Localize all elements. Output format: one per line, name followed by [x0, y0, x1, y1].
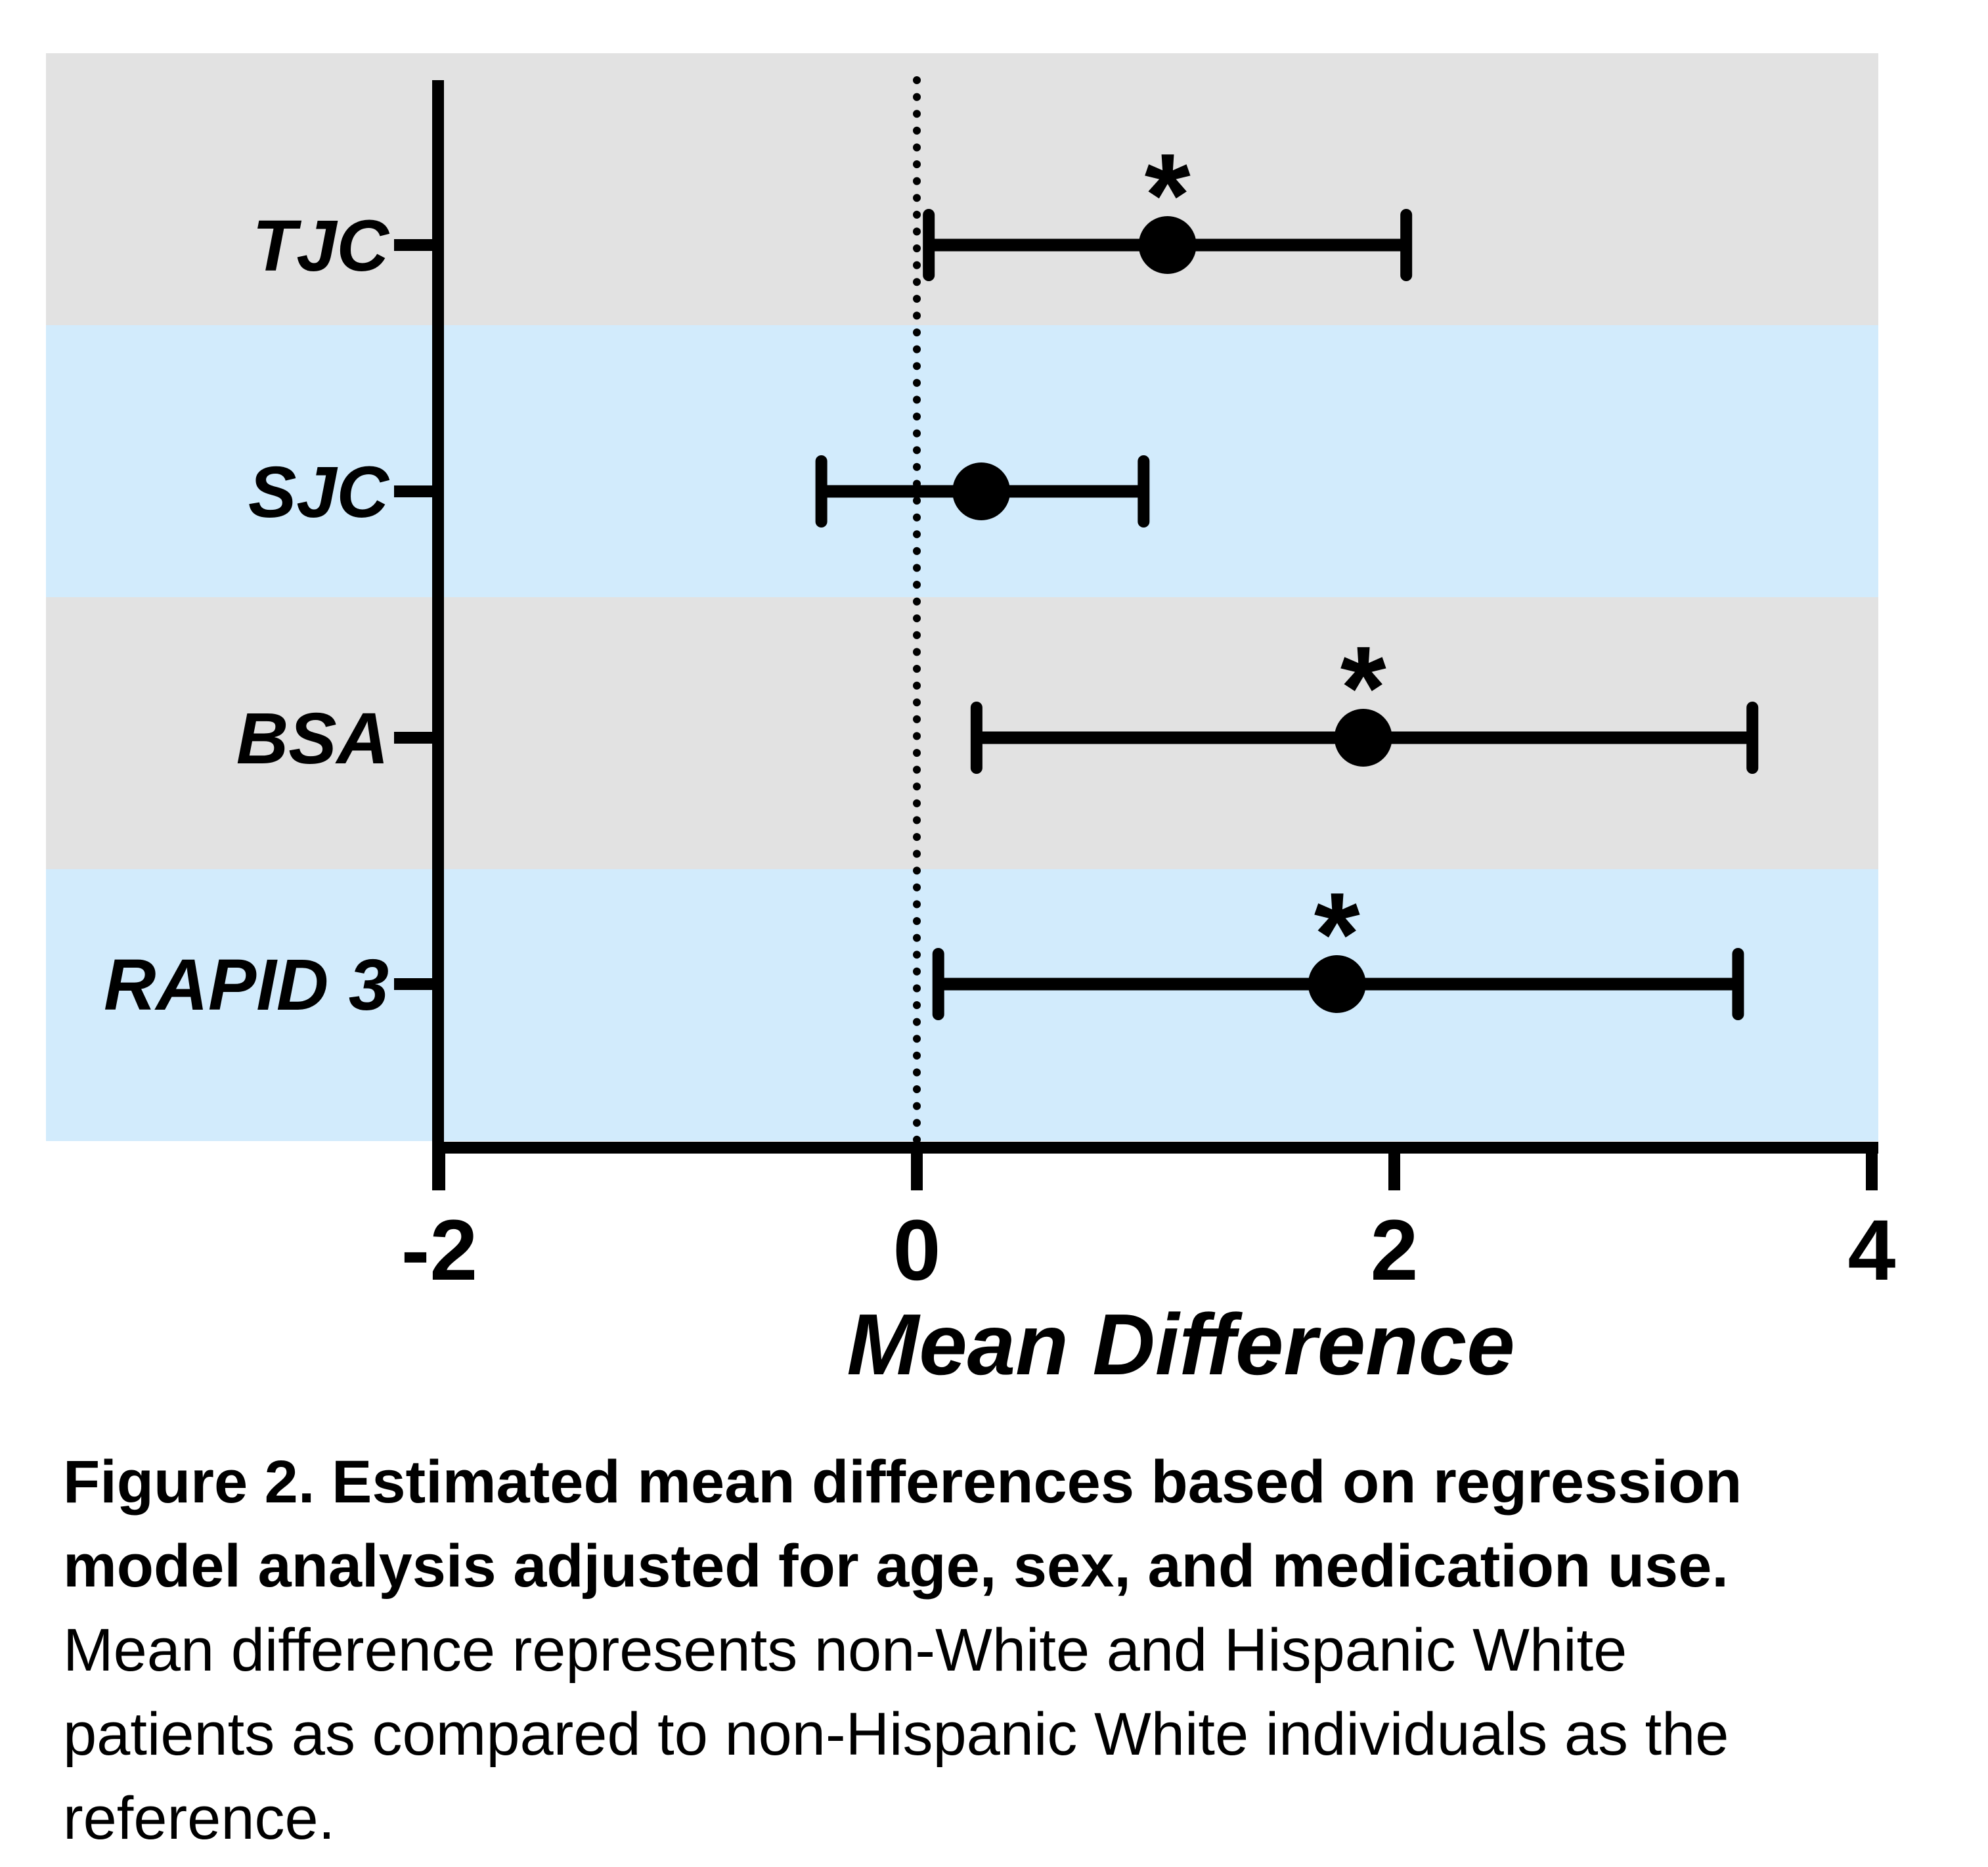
significance-asterisk: *	[1145, 129, 1191, 261]
caption-line: patients as compared to non-Hispanic Whi…	[63, 1701, 1729, 1768]
point-marker	[1308, 955, 1366, 1013]
row-band	[46, 53, 1878, 325]
significance-asterisk: *	[1314, 868, 1360, 1001]
x-tick-label: 0	[893, 1202, 941, 1298]
significance-asterisk: *	[1340, 622, 1386, 754]
caption-line: Mean difference represents non-White and…	[63, 1617, 1627, 1684]
caption-line: Figure 2. Estimated mean differences bas…	[63, 1449, 1742, 1516]
point-marker	[952, 462, 1011, 520]
point-marker	[1334, 709, 1392, 767]
figure-caption: Figure 2. Estimated mean differences bas…	[63, 1440, 1968, 1860]
x-tick-label: -2	[401, 1202, 477, 1298]
x-axis-title: Mean Difference	[847, 1296, 1514, 1393]
row-band	[46, 325, 1878, 597]
caption-line: model analysis adjusted for age, sex, an…	[63, 1533, 1729, 1600]
x-tick-label: 2	[1371, 1202, 1419, 1298]
x-tick-label: 4	[1848, 1202, 1896, 1298]
row-band	[46, 869, 1878, 1141]
y-category-label: BSA	[236, 698, 389, 779]
point-marker	[1138, 216, 1197, 274]
caption-line: reference.	[63, 1785, 336, 1852]
y-category-label: TJC	[252, 206, 389, 286]
y-category-label: RAPID 3	[104, 945, 389, 1025]
chart-svg: -2 0 2 4 Mean Difference TJC * SJC BSA * RAPID 3 *	[46, 53, 1896, 1393]
y-category-label: SJC	[248, 452, 390, 533]
